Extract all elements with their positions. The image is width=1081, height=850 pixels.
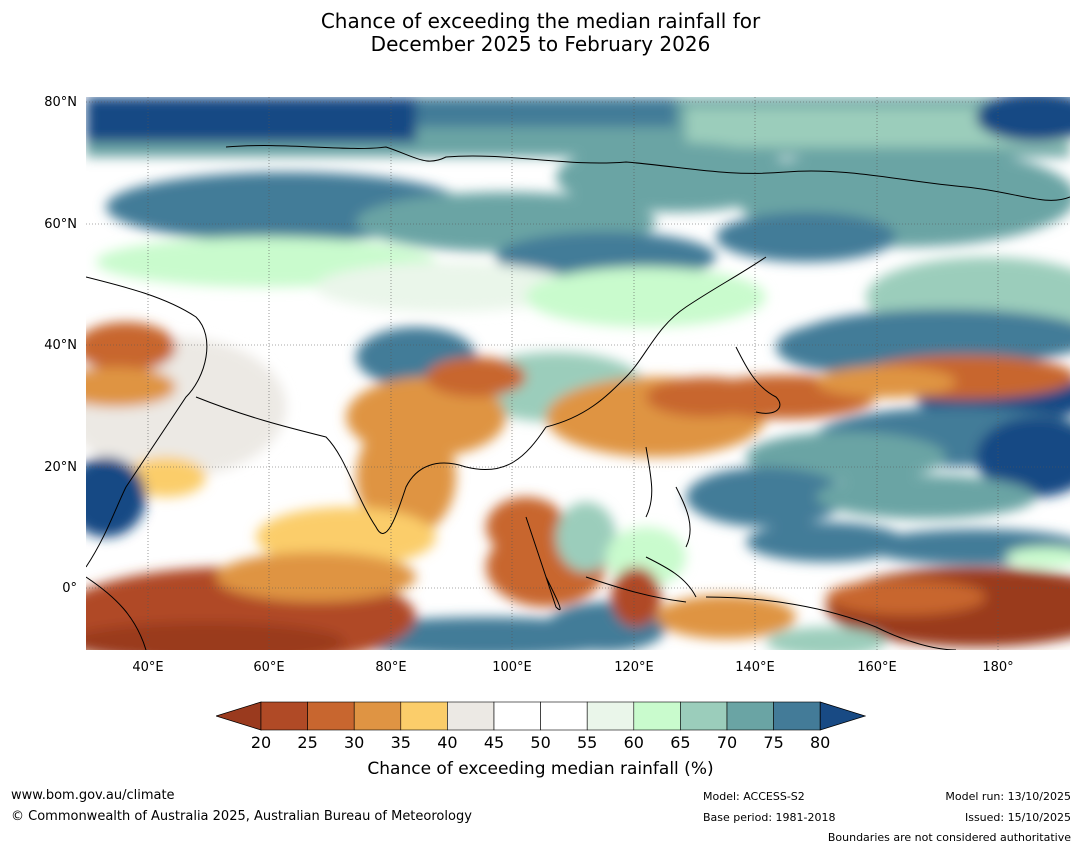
lon-label-60e: 60°E bbox=[253, 660, 285, 675]
footer-base-period: Base period: 1981-2018 bbox=[703, 811, 836, 824]
rainfall-field bbox=[86, 97, 1070, 650]
colorbar-label: Chance of exceeding median rainfall (%) bbox=[367, 759, 714, 779]
chart-title: Chance of exceeding the median rainfall … bbox=[0, 10, 1081, 56]
colorbar-swatch bbox=[633, 701, 681, 731]
colorbar-swatch bbox=[680, 701, 728, 731]
footer-copyright: © Commonwealth of Australia 2025, Austra… bbox=[11, 809, 472, 824]
footer-url[interactable]: www.bom.gov.au/climate bbox=[11, 788, 175, 803]
footer-issued: Issued: 15/10/2025 bbox=[964, 811, 1071, 824]
title-line-2: December 2025 to February 2026 bbox=[370, 32, 711, 56]
colorbar-extend-low bbox=[214, 701, 262, 731]
lat-label-40n: 40°N bbox=[44, 338, 77, 353]
colorbar-tick-label: 80 bbox=[810, 733, 831, 752]
colorbar-swatch bbox=[447, 701, 495, 731]
colorbar-tick-label: 30 bbox=[344, 733, 365, 752]
footer-disclaimer: Boundaries are not considered authoritat… bbox=[827, 831, 1071, 844]
colorbar-tick-label: 25 bbox=[297, 733, 318, 752]
lat-label-20n: 20°N bbox=[44, 460, 77, 475]
colorbar-tick-label: 35 bbox=[390, 733, 411, 752]
lon-label-120e: 120°E bbox=[614, 660, 654, 675]
colorbar-tick-label: 70 bbox=[716, 733, 738, 752]
colorbar-tick-label: 40 bbox=[437, 733, 458, 752]
rainfall-map bbox=[86, 97, 1070, 650]
map-svg bbox=[86, 97, 1070, 650]
colorbar-swatch bbox=[260, 701, 308, 731]
lat-label-60n: 60°N bbox=[44, 217, 77, 232]
graticule bbox=[86, 97, 1070, 650]
lat-label-80n: 80°N bbox=[44, 95, 77, 110]
coastlines bbox=[86, 145, 1070, 650]
lon-label-140e: 140°E bbox=[735, 660, 775, 675]
colorbar bbox=[214, 700, 867, 736]
colorbar-swatch bbox=[586, 701, 635, 731]
lon-label-80e: 80°E bbox=[375, 660, 407, 675]
lat-label-0: 0° bbox=[62, 581, 77, 596]
colorbar-swatch bbox=[493, 701, 541, 731]
colorbar-tick-label: 55 bbox=[577, 733, 598, 752]
lon-label-100e: 100°E bbox=[492, 660, 532, 675]
colorbar-tick-label: 60 bbox=[623, 733, 644, 752]
colorbar-svg bbox=[214, 701, 867, 731]
colorbar-swatch bbox=[307, 701, 355, 731]
colorbar-swatch bbox=[400, 701, 448, 731]
colorbar-tick-label: 45 bbox=[483, 733, 505, 752]
colorbar-swatch bbox=[773, 701, 821, 731]
footer-model: Model: ACCESS-S2 bbox=[703, 790, 805, 803]
colorbar-tick-label: 20 bbox=[250, 733, 272, 752]
colorbar-swatch bbox=[353, 701, 402, 731]
footer-model-run: Model run: 13/10/2025 bbox=[945, 790, 1071, 803]
lon-label-180: 180° bbox=[982, 660, 1014, 675]
colorbar-swatch bbox=[726, 701, 774, 731]
lon-label-40e: 40°E bbox=[132, 660, 164, 675]
colorbar-swatch bbox=[540, 701, 588, 731]
lon-label-160e: 160°E bbox=[857, 660, 897, 675]
title-line-1: Chance of exceeding the median rainfall … bbox=[320, 9, 761, 33]
colorbar-tick-label: 50 bbox=[530, 733, 551, 752]
colorbar-tick-label: 75 bbox=[763, 733, 784, 752]
colorbar-tick-label: 65 bbox=[670, 733, 691, 752]
colorbar-extend-high bbox=[819, 701, 867, 731]
